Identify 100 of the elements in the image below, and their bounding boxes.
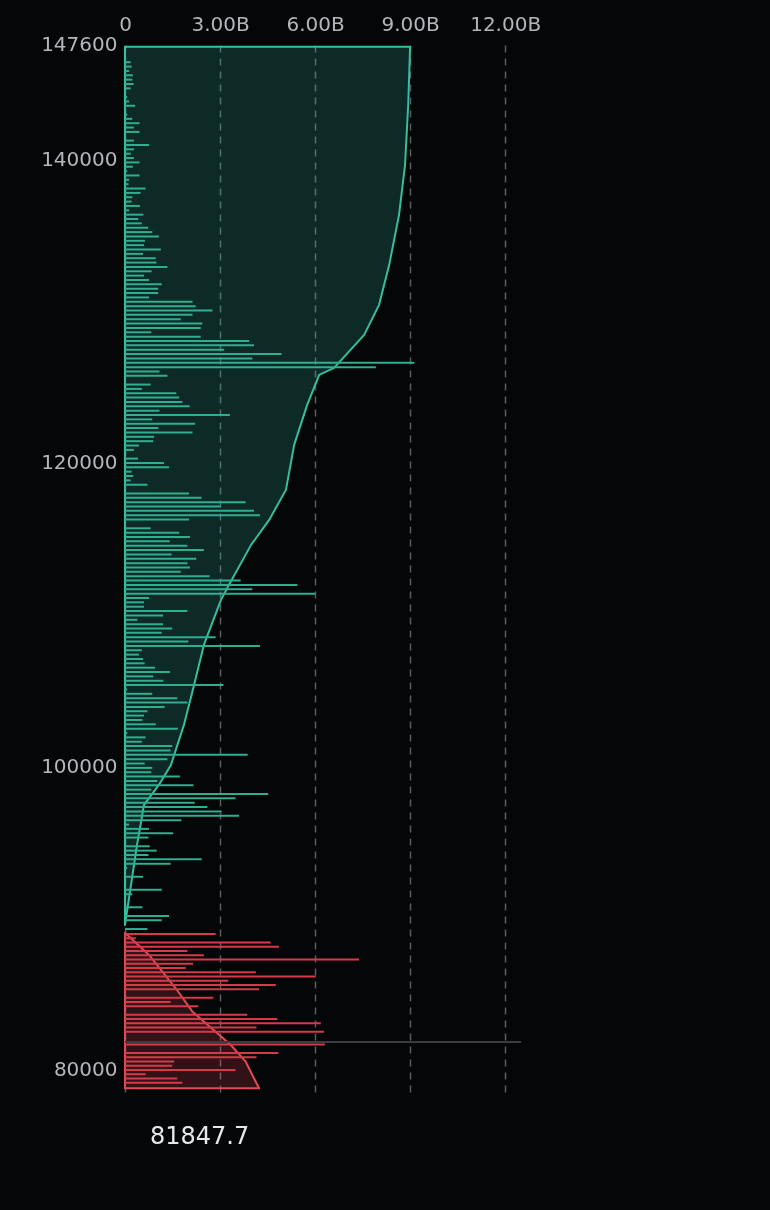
bar xyxy=(125,427,159,430)
bar xyxy=(125,631,162,634)
bar xyxy=(125,553,172,556)
bar xyxy=(125,971,256,974)
bar xyxy=(125,204,140,207)
bar xyxy=(125,392,177,395)
bar xyxy=(125,775,180,778)
bar xyxy=(125,692,153,695)
bar xyxy=(125,122,140,125)
bar xyxy=(125,130,140,133)
bar xyxy=(125,383,151,386)
bar xyxy=(125,1081,183,1084)
x-tick-label: 6.00B xyxy=(286,11,345,36)
bar xyxy=(125,636,216,639)
bar xyxy=(125,797,236,800)
bar xyxy=(125,823,130,826)
bar xyxy=(125,165,133,168)
bar xyxy=(125,244,145,247)
bar xyxy=(125,518,189,521)
bar xyxy=(125,540,170,543)
bar xyxy=(125,305,196,308)
bar xyxy=(125,366,376,369)
bar xyxy=(125,853,149,856)
bar xyxy=(125,496,202,499)
bar xyxy=(125,640,189,643)
bar xyxy=(125,1068,236,1071)
bar xyxy=(125,714,145,717)
bar xyxy=(125,492,189,495)
bar xyxy=(125,218,139,221)
bar xyxy=(125,200,132,203)
bar xyxy=(125,187,146,190)
bar xyxy=(125,888,162,891)
bar xyxy=(125,705,165,708)
bar xyxy=(125,239,145,242)
bar xyxy=(125,727,178,730)
bar xyxy=(125,827,150,830)
x-tick-label: 12.00B xyxy=(470,11,542,36)
bar xyxy=(125,444,139,447)
bar xyxy=(125,937,136,940)
bar xyxy=(125,270,152,273)
bar xyxy=(125,287,159,290)
y-tick-label: 100000 xyxy=(41,753,118,778)
bar xyxy=(125,845,150,848)
bar xyxy=(125,257,156,260)
bar xyxy=(125,431,193,434)
bar xyxy=(125,1077,178,1080)
bar xyxy=(125,1005,199,1008)
bar xyxy=(125,875,144,878)
bar xyxy=(125,479,131,482)
bar xyxy=(125,396,180,399)
bar xyxy=(125,248,161,251)
bar xyxy=(125,457,138,460)
bar xyxy=(125,213,144,216)
bar xyxy=(125,996,214,999)
bar xyxy=(125,858,202,861)
bar xyxy=(125,148,134,151)
bar xyxy=(125,143,150,146)
bar xyxy=(125,753,248,756)
bar xyxy=(125,357,253,360)
x-tick-label: 9.00B xyxy=(381,11,440,36)
bar xyxy=(125,178,130,181)
bar xyxy=(125,405,190,408)
bar xyxy=(125,87,131,90)
bar xyxy=(125,544,188,547)
bar xyxy=(125,933,216,935)
bar xyxy=(125,988,260,991)
bar xyxy=(125,1013,248,1016)
bar xyxy=(125,139,134,142)
bar xyxy=(125,836,149,839)
bar xyxy=(125,723,156,726)
bar xyxy=(125,588,253,591)
bar xyxy=(125,326,201,329)
bar xyxy=(125,979,229,982)
x-tick-label: 3.00B xyxy=(191,11,250,36)
bar xyxy=(125,1051,279,1054)
bar xyxy=(125,810,222,813)
bar xyxy=(125,1030,324,1033)
bar xyxy=(125,1073,146,1076)
bar xyxy=(125,1064,173,1067)
bar xyxy=(125,718,143,721)
text: 81847.7 xyxy=(150,1122,250,1150)
bar xyxy=(125,65,132,68)
bar xyxy=(125,906,143,909)
bar xyxy=(125,475,134,478)
bar xyxy=(125,300,193,303)
bar xyxy=(125,749,171,752)
bar xyxy=(125,374,168,377)
bar xyxy=(125,309,213,312)
bar xyxy=(125,418,153,421)
bar xyxy=(125,331,152,334)
bar xyxy=(125,684,224,687)
bar xyxy=(125,679,164,682)
bar xyxy=(125,928,148,931)
bar xyxy=(125,361,415,364)
bar xyxy=(125,117,133,120)
bar xyxy=(125,575,210,578)
bar xyxy=(125,732,128,735)
bar xyxy=(125,252,144,255)
bar xyxy=(125,435,155,438)
bar xyxy=(125,313,193,316)
